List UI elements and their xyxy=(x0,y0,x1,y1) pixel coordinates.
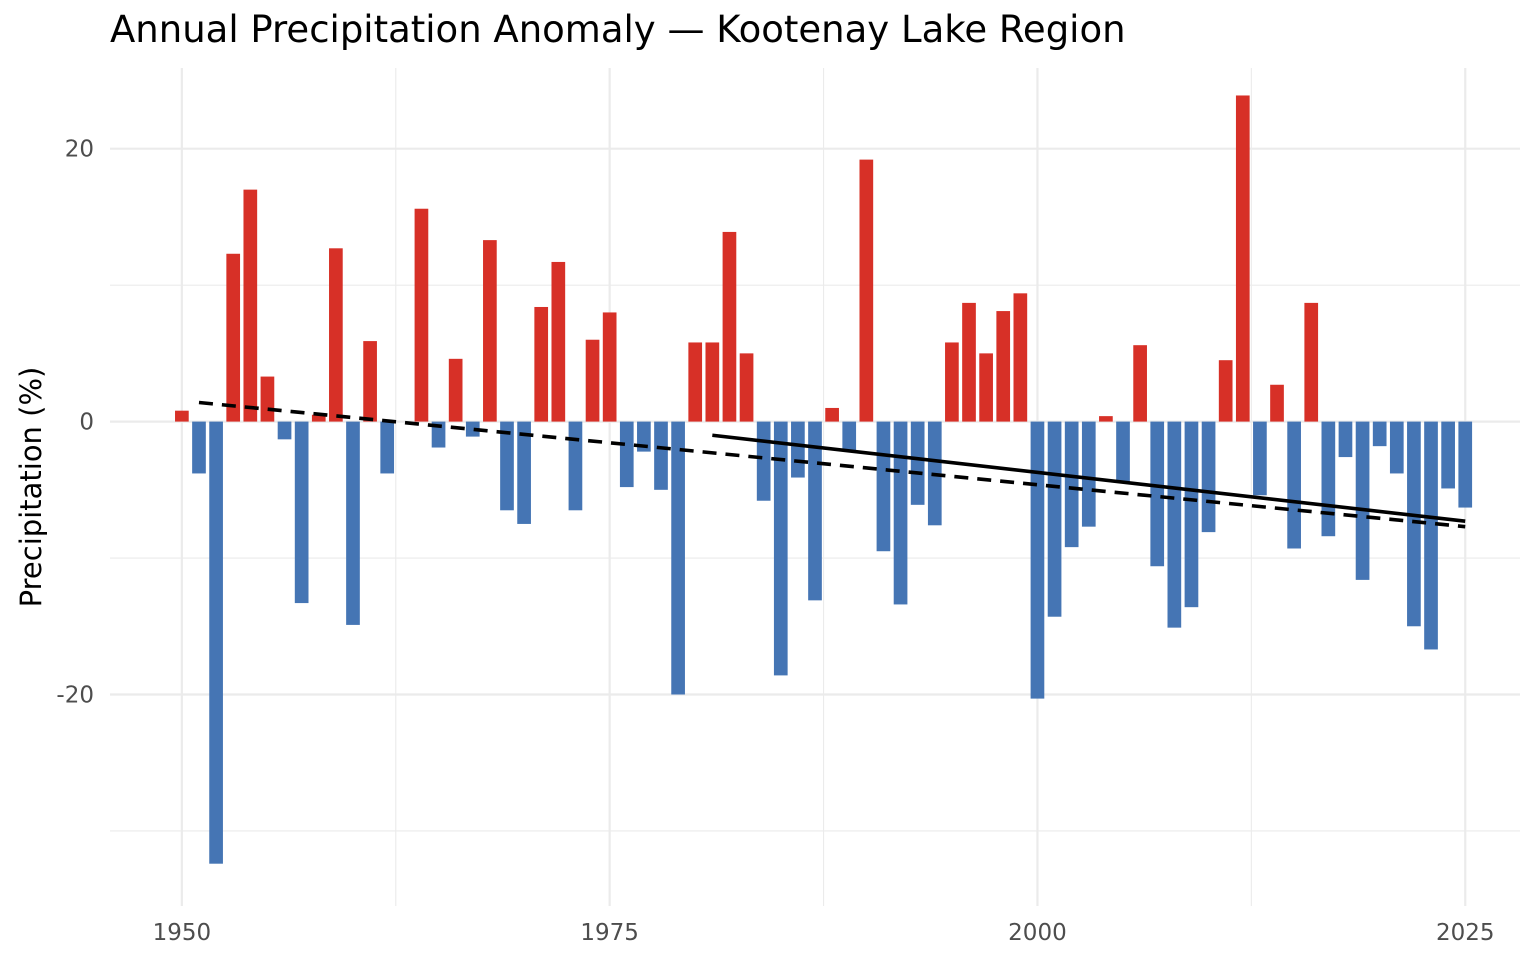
chart-title: Annual Precipitation Anomaly — Kootenay … xyxy=(110,8,1126,51)
bar-1972 xyxy=(551,261,566,422)
bar-1968 xyxy=(483,240,497,422)
bar-1984 xyxy=(756,421,771,501)
bar-2015 xyxy=(1287,421,1301,549)
bar-2006 xyxy=(1133,345,1147,422)
bar-2003 xyxy=(1081,421,1096,527)
y-axis-title: Precipitation (%) xyxy=(14,367,48,608)
trend-line-solid xyxy=(712,433,1466,523)
bar-1995 xyxy=(945,342,959,422)
bar-1970 xyxy=(517,421,531,524)
bar-2004 xyxy=(1099,416,1113,422)
trend-line-dashed xyxy=(198,400,1466,529)
x-axis-tick-labels: 1950 1975 2000 2025 xyxy=(153,920,1495,946)
bar-2018 xyxy=(1338,421,1353,458)
bar-2025 xyxy=(1458,421,1473,508)
bar-1976 xyxy=(619,421,634,488)
bar-2011 xyxy=(1218,360,1233,422)
x-tick-label-1950: 1950 xyxy=(153,920,212,946)
bar-1987 xyxy=(808,421,822,601)
x-tick-label-1975: 1975 xyxy=(580,920,639,946)
bar-2021 xyxy=(1389,421,1404,474)
bar-1950 xyxy=(175,410,189,422)
bar-1982 xyxy=(722,231,737,422)
bar-1966 xyxy=(448,358,463,422)
bar-2001 xyxy=(1047,421,1062,617)
bar-2014 xyxy=(1270,384,1284,422)
bar-1997 xyxy=(979,353,993,422)
bar-1969 xyxy=(500,421,514,511)
bar-1959 xyxy=(329,248,343,422)
bar-1967 xyxy=(465,421,480,437)
bar-1988 xyxy=(825,407,839,422)
bar-2009 xyxy=(1184,421,1199,608)
bar-1996 xyxy=(962,302,976,422)
x-tick-label-2025: 2025 xyxy=(1436,920,1495,946)
y-axis-tick-labels: -20 0 20 xyxy=(56,137,94,709)
bar-2020 xyxy=(1372,421,1387,447)
bar-2024 xyxy=(1441,421,1455,489)
bar-1989 xyxy=(842,421,857,452)
bar-1986 xyxy=(791,421,805,478)
bar-1985 xyxy=(773,421,788,676)
bar-1983 xyxy=(739,353,754,422)
trend-lines xyxy=(198,400,1466,529)
bar-2008 xyxy=(1167,421,1182,628)
bar-1954 xyxy=(243,189,258,422)
bar-1993 xyxy=(910,421,925,505)
bar-1971 xyxy=(534,306,549,422)
bar-2017 xyxy=(1321,421,1336,537)
bar-2016 xyxy=(1304,302,1319,422)
y-tick-label-20: 20 xyxy=(65,137,94,163)
x-tick-label-2000: 2000 xyxy=(1008,920,1067,946)
bar-2002 xyxy=(1064,421,1079,548)
y-tick-label--20: -20 xyxy=(56,683,94,709)
bar-1965 xyxy=(431,421,446,448)
bar-1998 xyxy=(996,311,1011,422)
bar-1991 xyxy=(876,421,891,552)
bar-2023 xyxy=(1424,421,1438,650)
bar-1964 xyxy=(414,208,429,422)
bar-1962 xyxy=(380,421,395,474)
bar-2007 xyxy=(1150,421,1165,567)
bar-1980 xyxy=(688,342,703,422)
bar-1961 xyxy=(363,341,377,422)
bar-2012 xyxy=(1235,95,1250,422)
bar-1992 xyxy=(893,421,908,605)
bar-1981 xyxy=(705,342,720,422)
bar-1979 xyxy=(671,421,685,695)
bar-1974 xyxy=(585,339,600,422)
bar-2005 xyxy=(1116,421,1130,482)
bar-2022 xyxy=(1407,421,1421,627)
bar-1990 xyxy=(859,159,874,422)
bar-1956 xyxy=(277,421,292,440)
bar-1958 xyxy=(311,414,326,422)
bar-1975 xyxy=(602,312,617,422)
bar-1951 xyxy=(192,421,206,474)
bar-2010 xyxy=(1201,421,1216,533)
bar-2019 xyxy=(1355,421,1370,580)
bar-1953 xyxy=(226,253,241,422)
bars xyxy=(175,95,1473,864)
bar-1978 xyxy=(654,421,668,490)
bar-1952 xyxy=(209,421,223,864)
bar-2000 xyxy=(1030,421,1045,699)
y-tick-label-0: 0 xyxy=(79,410,94,436)
bar-1955 xyxy=(260,376,275,422)
bar-1999 xyxy=(1013,293,1028,422)
bar-1960 xyxy=(346,421,360,625)
bar-1957 xyxy=(294,421,309,604)
bar-1973 xyxy=(568,421,583,511)
bar-2013 xyxy=(1253,421,1267,496)
